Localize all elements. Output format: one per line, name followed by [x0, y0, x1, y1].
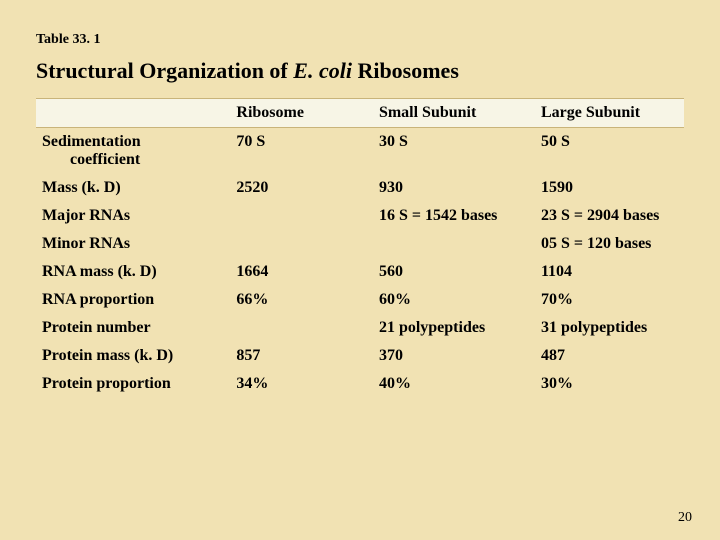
- table-header: [36, 99, 230, 128]
- table-cell: 487: [535, 342, 684, 370]
- table-cell: 857: [230, 342, 373, 370]
- table-cell: [373, 230, 535, 258]
- table-cell: 560: [373, 258, 535, 286]
- table-cell: 50 S: [535, 128, 684, 175]
- table-header: Small Subunit: [373, 99, 535, 128]
- table-cell: 70 S: [230, 128, 373, 175]
- title-emphasis: E. coli: [293, 58, 352, 83]
- table-row: Protein mass (k. D)857370487: [36, 342, 684, 370]
- table-cell: 16 S = 1542 bases: [373, 202, 535, 230]
- table-cell: [230, 202, 373, 230]
- table-cell: 370: [373, 342, 535, 370]
- page-number: 20: [678, 510, 692, 526]
- table-cell: 66%: [230, 286, 373, 314]
- table-cell: 30%: [535, 370, 684, 398]
- table-cell: 40%: [373, 370, 535, 398]
- table-number: Table 33. 1: [36, 32, 684, 48]
- row-label: Mass (k. D): [36, 174, 230, 202]
- table-cell: 70%: [535, 286, 684, 314]
- row-label: Sedimentationcoefficient: [36, 128, 230, 175]
- table-cell: 21 polypeptides: [373, 314, 535, 342]
- table-cell: 34%: [230, 370, 373, 398]
- table-cell: [230, 230, 373, 258]
- table-cell: 1590: [535, 174, 684, 202]
- row-label: Minor RNAs: [36, 230, 230, 258]
- row-label: RNA mass (k. D): [36, 258, 230, 286]
- row-label: Protein number: [36, 314, 230, 342]
- table-header: Ribosome: [230, 99, 373, 128]
- title-prefix: Structural Organization of: [36, 58, 293, 83]
- table-title: Structural Organization of E. coli Ribos…: [36, 58, 684, 84]
- table-cell: 05 S = 120 bases: [535, 230, 684, 258]
- row-label: Major RNAs: [36, 202, 230, 230]
- table-body: Sedimentationcoefficient70 S30 S50 SMass…: [36, 128, 684, 399]
- row-label: RNA proportion: [36, 286, 230, 314]
- ribosome-table: Ribosome Small Subunit Large Subunit Sed…: [36, 98, 684, 398]
- table-cell: 60%: [373, 286, 535, 314]
- table-cell: 2520: [230, 174, 373, 202]
- table-row: Sedimentationcoefficient70 S30 S50 S: [36, 128, 684, 175]
- table-cell: 31 polypeptides: [535, 314, 684, 342]
- slide-page: Table 33. 1 Structural Organization of E…: [0, 0, 720, 540]
- table-cell: 30 S: [373, 128, 535, 175]
- table-row: Major RNAs 16 S = 1542 bases23 S = 2904 b…: [36, 202, 684, 230]
- row-label: Protein mass (k. D): [36, 342, 230, 370]
- row-label: Protein proportion: [36, 370, 230, 398]
- table-header-row: Ribosome Small Subunit Large Subunit: [36, 99, 684, 128]
- table-header: Large Subunit: [535, 99, 684, 128]
- table-row: Minor RNAs 05 S = 120 bases: [36, 230, 684, 258]
- table-row: RNA proportion66%60%70%: [36, 286, 684, 314]
- table-cell: 23 S = 2904 bases: [535, 202, 684, 230]
- table-row: Protein proportion34%40%30%: [36, 370, 684, 398]
- table-row: Protein number 21 polypeptides31 polypept…: [36, 314, 684, 342]
- table-row: Mass (k. D)25209301590: [36, 174, 684, 202]
- table-row: RNA mass (k. D)16645601104: [36, 258, 684, 286]
- table-cell: 1104: [535, 258, 684, 286]
- table-cell: [230, 314, 373, 342]
- table-cell: 930: [373, 174, 535, 202]
- table-cell: 1664: [230, 258, 373, 286]
- title-suffix: Ribosomes: [352, 58, 459, 83]
